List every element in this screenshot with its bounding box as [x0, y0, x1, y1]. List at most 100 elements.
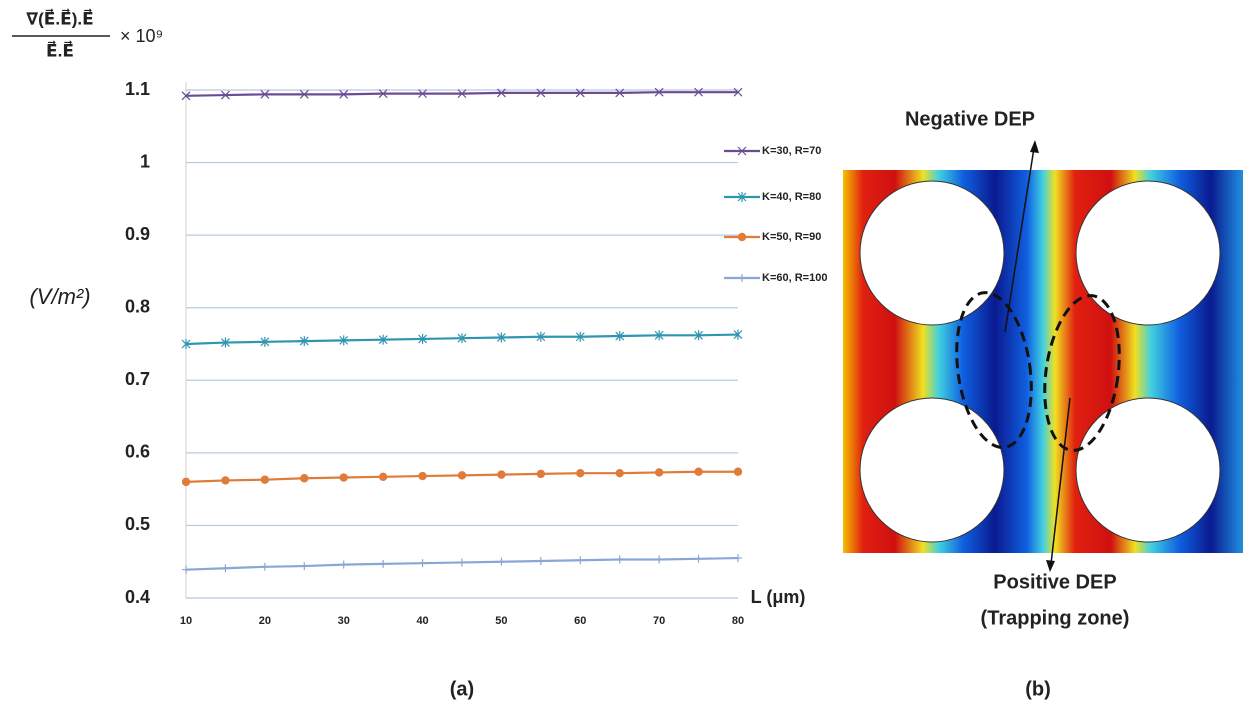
marker	[654, 330, 664, 341]
x-tick-label: 30	[338, 615, 350, 627]
y-tick-label: 1.1	[125, 79, 150, 99]
marker	[576, 468, 585, 478]
y-tick-label: 1	[140, 151, 150, 171]
marker	[260, 89, 270, 99]
marker	[260, 336, 270, 347]
marker	[536, 469, 546, 479]
marker	[418, 559, 427, 568]
series	[181, 87, 743, 101]
legend: K=30, R=70 K=40, R=80 K=50, R=90 K=60, R=10…	[724, 145, 827, 284]
marker	[299, 89, 309, 99]
marker	[378, 472, 388, 482]
marker	[457, 333, 467, 344]
marker	[260, 475, 270, 484]
marker	[339, 473, 348, 482]
y-axis-label: ∇(E⃗.E⃗).E⃗ E⃗.E⃗ × 10⁹ (V/m²)	[12, 7, 163, 309]
marker	[182, 565, 190, 574]
legend-label: K=30, R=70	[762, 145, 821, 157]
marker	[655, 555, 664, 564]
marker	[379, 559, 388, 568]
marker	[576, 556, 585, 565]
legend-marker	[738, 274, 746, 282]
x-tick-label: 10	[180, 615, 192, 627]
y-tick-label: 0.5	[125, 514, 150, 534]
marker	[339, 89, 349, 99]
x-tick-label: 20	[259, 615, 271, 627]
y-label-multiplier: × 10⁹	[120, 26, 163, 46]
positive-zone	[1043, 294, 1121, 452]
plot-area: 0.4 0.5 0.6 0.7 0.8 0.9 1 1.1 10 20 30 40 50 60 70 80	[125, 79, 744, 627]
marker	[378, 89, 388, 99]
marker	[575, 331, 585, 342]
marker	[615, 555, 624, 564]
arrowhead	[1030, 140, 1039, 153]
series	[181, 329, 743, 349]
marker	[418, 471, 427, 481]
marker	[497, 557, 506, 566]
legend-marker	[737, 192, 747, 202]
marker	[457, 471, 467, 480]
x-tick-label: 50	[495, 615, 507, 627]
marker	[339, 335, 349, 346]
marker	[497, 332, 506, 343]
marker	[733, 467, 743, 476]
marker	[221, 337, 230, 348]
marker	[497, 88, 506, 98]
field-map: Negative DEP Positive DEP (Trapping zone…	[843, 108, 1243, 700]
y-label-numerator: ∇(E⃗.E⃗).E⃗	[26, 7, 93, 28]
legend-marker	[737, 146, 747, 156]
pillar	[1075, 397, 1221, 543]
marker	[694, 467, 703, 476]
series	[181, 467, 743, 487]
marker	[418, 333, 427, 344]
y-tick-label: 0.4	[125, 587, 150, 607]
arrow	[1050, 397, 1071, 565]
marker	[458, 558, 466, 567]
pillar	[1075, 180, 1221, 326]
marker	[734, 554, 742, 563]
marker	[694, 87, 703, 97]
marker	[497, 470, 506, 479]
marker	[457, 89, 467, 99]
positive-dep-label: Positive DEP	[993, 571, 1116, 593]
marker	[615, 331, 625, 342]
legend-label: K=40, R=80	[762, 191, 821, 203]
marker	[615, 88, 625, 98]
marker	[536, 331, 546, 342]
marker	[694, 330, 703, 341]
negative-zone	[955, 291, 1033, 449]
marker	[378, 334, 388, 345]
marker	[221, 476, 230, 485]
y-label-unit: (V/m²)	[29, 284, 90, 309]
marker	[299, 336, 309, 347]
marker	[615, 468, 624, 478]
y-tick-label: 0.8	[125, 296, 150, 316]
marker	[221, 90, 230, 100]
legend-marker	[737, 232, 747, 242]
marker	[536, 556, 545, 565]
panel-label: (a)	[450, 678, 474, 700]
marker	[300, 474, 309, 483]
marker	[536, 88, 546, 98]
marker	[339, 560, 348, 569]
marker	[181, 339, 191, 349]
panel-label: (b)	[1025, 678, 1051, 700]
x-tick-label: 60	[574, 615, 586, 627]
legend-label: K=50, R=90	[762, 231, 821, 243]
arrow	[1004, 147, 1035, 333]
y-tick-label: 0.7	[125, 369, 150, 389]
x-tick-label: 40	[416, 615, 428, 627]
arrowhead	[1046, 560, 1055, 572]
y-tick-label: 0.6	[125, 442, 150, 462]
marker	[575, 88, 585, 98]
marker	[733, 329, 743, 340]
pillar	[859, 397, 1005, 543]
x-axis-label: L (μm)	[751, 587, 806, 607]
marker	[181, 91, 191, 101]
marker	[300, 562, 309, 571]
trapping-zone-label: (Trapping zone)	[981, 607, 1130, 629]
marker	[221, 564, 230, 573]
marker	[260, 562, 269, 571]
marker	[694, 554, 703, 563]
